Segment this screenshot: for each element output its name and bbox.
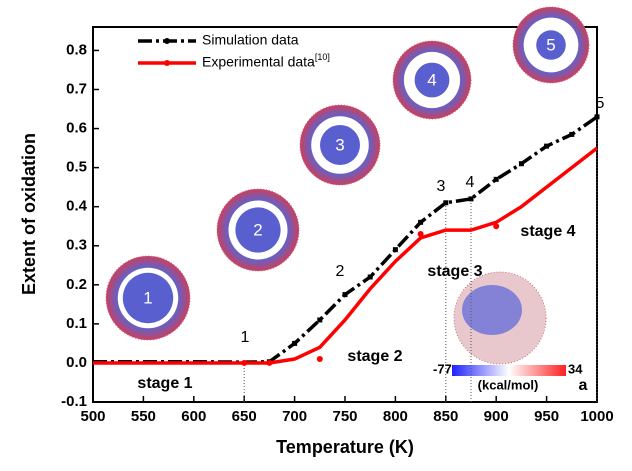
legend-marker [164, 38, 170, 44]
y-tick-label: 0.2 [66, 276, 87, 293]
particle-label: 1 [143, 288, 152, 307]
x-tick-label: 900 [484, 408, 509, 425]
y-tick-label: 0.0 [66, 354, 87, 371]
x-tick-label: 700 [282, 408, 307, 425]
energy-particle-core [462, 285, 522, 335]
marker [343, 292, 348, 297]
marker [519, 161, 524, 166]
particle-label: 5 [546, 35, 555, 54]
y-tick-label: 0.8 [66, 41, 87, 58]
legend-label: Experimental data[10] [202, 52, 330, 69]
annotation: a [579, 377, 588, 394]
y-axis-label: Extent of oxidation [19, 133, 39, 295]
x-tick-label: 750 [332, 408, 357, 425]
marker [317, 317, 322, 322]
particle-label: 4 [427, 70, 436, 89]
marker [393, 247, 398, 252]
particle-label: 2 [253, 220, 262, 239]
marker [494, 177, 499, 182]
annotation: 5 [596, 95, 605, 112]
x-tick-label: 650 [232, 408, 257, 425]
marker [544, 144, 549, 149]
annotation: 3 [437, 178, 446, 195]
x-tick-label: 500 [80, 408, 105, 425]
colorbar-unit: (kcal/mol) [478, 377, 539, 392]
x-tick-label: 800 [383, 408, 408, 425]
marker [469, 196, 474, 201]
annotation: 4 [466, 174, 475, 191]
y-tick-label: 0.6 [66, 120, 87, 137]
legend-marker [164, 60, 170, 66]
annotation: 2 [336, 263, 345, 280]
y-tick-label: 0.3 [66, 237, 87, 254]
colorbar-min: -77 [433, 361, 452, 376]
y-tick-label: 0.1 [66, 315, 87, 332]
legend-sup: [10] [315, 52, 330, 62]
legend-label: Simulation data [202, 32, 299, 48]
colorbar-max: 34 [568, 361, 583, 376]
annotation: 1 [241, 329, 250, 346]
marker [595, 114, 600, 119]
x-tick-label: 850 [433, 408, 458, 425]
particle-label: 3 [335, 135, 344, 154]
y-tick-label: 0.4 [66, 198, 88, 215]
y-tick-label: -0.1 [61, 393, 87, 410]
chart: 12345-7734(kcal/mol) 5005506006507007508… [0, 0, 632, 466]
marker [569, 132, 574, 137]
x-axis-label: Temperature (K) [276, 437, 414, 457]
marker [418, 220, 423, 225]
marker [418, 231, 424, 237]
marker [493, 223, 499, 229]
colorbar [452, 365, 566, 376]
y-tick-label: 0.5 [66, 159, 87, 176]
y-tick-label: 0.7 [66, 80, 87, 97]
x-tick-label: 1000 [580, 408, 613, 425]
marker [317, 356, 323, 362]
marker [292, 341, 297, 346]
annotation: stage 2 [347, 348, 402, 365]
x-tick-label: 550 [131, 408, 156, 425]
marker [368, 275, 373, 280]
annotation: stage 3 [427, 263, 482, 280]
x-tick-label: 600 [181, 408, 206, 425]
marker [266, 360, 272, 366]
annotation: stage 4 [520, 223, 575, 240]
marker [443, 200, 448, 205]
marker [241, 360, 247, 366]
annotation: stage 1 [137, 375, 192, 392]
x-tick-label: 950 [534, 408, 559, 425]
